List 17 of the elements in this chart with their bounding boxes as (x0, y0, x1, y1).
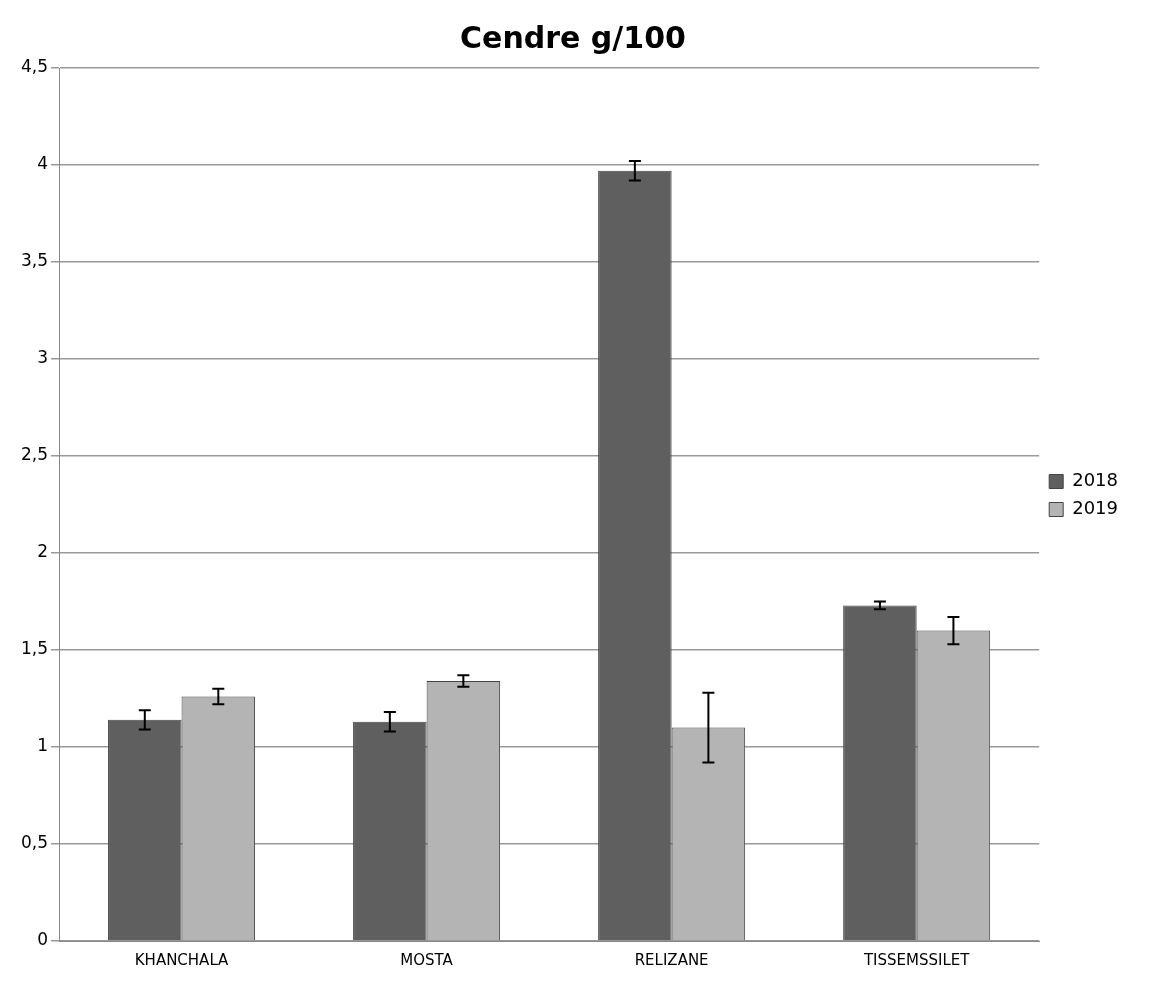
y-tick-label: 1,5 (20, 638, 49, 659)
x-tick-label: RELIZANE (634, 950, 709, 969)
y-tick-label: 2 (37, 541, 49, 562)
y-tick-label: 3,5 (20, 250, 49, 271)
x-tick-label: TISSEMSSILET (862, 950, 971, 969)
x-tick-label: MOSTA (400, 950, 454, 969)
legend-label: 2019 (1072, 497, 1118, 519)
chart-title: Cendre g/100 (460, 19, 686, 55)
y-tick-label: 1 (37, 735, 49, 756)
y-tick-label: 4 (37, 153, 49, 174)
y-tick-label: 3 (37, 347, 49, 368)
y-tick-label: 0,5 (20, 832, 49, 853)
y-tick-label: 4,5 (20, 56, 49, 77)
y-tick-label: 2,5 (20, 444, 49, 465)
x-tick-label: KHANCHALA (134, 950, 230, 969)
legend-label: 2018 (1072, 469, 1118, 491)
y-tick-label: 0 (37, 929, 49, 950)
